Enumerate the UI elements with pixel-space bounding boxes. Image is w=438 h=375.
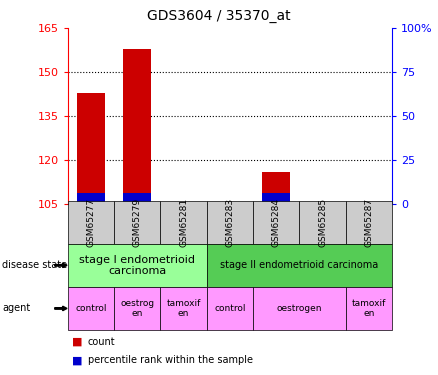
Text: ■: ■	[72, 355, 83, 365]
Bar	[262, 193, 290, 204]
Text: oestrogen: oestrogen	[277, 304, 322, 313]
Text: stage I endometrioid
carcinoma: stage I endometrioid carcinoma	[79, 255, 195, 276]
Bar	[124, 193, 151, 204]
Text: control: control	[75, 304, 107, 313]
Text: GSM65284: GSM65284	[272, 198, 281, 247]
Text: GSM65281: GSM65281	[179, 198, 188, 247]
Bar	[77, 93, 105, 204]
Text: GSM65283: GSM65283	[226, 198, 234, 247]
Text: tamoxif
en: tamoxif en	[166, 299, 201, 318]
Text: GSM65287: GSM65287	[364, 198, 373, 247]
Text: GSM65277: GSM65277	[87, 198, 95, 247]
Text: GDS3604 / 35370_at: GDS3604 / 35370_at	[147, 9, 291, 23]
Text: control: control	[214, 304, 246, 313]
Text: ■: ■	[72, 337, 83, 347]
Text: percentile rank within the sample: percentile rank within the sample	[88, 355, 253, 365]
Text: oestrog
en: oestrog en	[120, 299, 155, 318]
Text: GSM65279: GSM65279	[133, 198, 142, 247]
Text: tamoxif
en: tamoxif en	[352, 299, 386, 318]
Bar	[124, 49, 151, 204]
Bar	[262, 172, 290, 204]
Bar	[77, 193, 105, 204]
Text: agent: agent	[2, 303, 30, 313]
Text: GSM65285: GSM65285	[318, 198, 327, 247]
Text: stage II endometrioid carcinoma: stage II endometrioid carcinoma	[220, 260, 378, 270]
Text: disease state: disease state	[2, 260, 67, 270]
Text: count: count	[88, 337, 115, 347]
